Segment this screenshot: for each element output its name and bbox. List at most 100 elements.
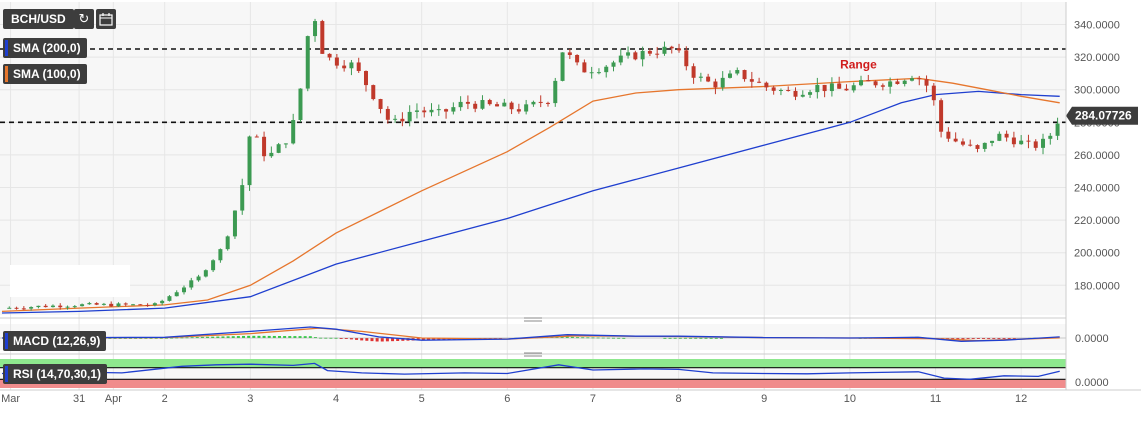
candle-body [982, 142, 987, 149]
symbol-label[interactable]: BCH/USD [3, 9, 74, 29]
candle [349, 59, 354, 76]
range-annotation: Range [840, 58, 877, 72]
macd-histogram-bar [956, 338, 960, 340]
macd-histogram-bar [1002, 338, 1006, 339]
candle-body [778, 90, 783, 92]
candle-body [87, 303, 92, 305]
candle [975, 144, 980, 153]
candle-body [793, 90, 798, 97]
candle [269, 146, 274, 158]
candle-body [567, 52, 572, 55]
rsi-legend[interactable]: RSI (14,70,30,1) [3, 364, 108, 384]
candle-body [684, 50, 689, 67]
candle [218, 248, 223, 263]
candle [495, 101, 500, 107]
candle-body [990, 140, 995, 143]
candle-body [531, 101, 536, 105]
candle [502, 98, 507, 107]
candle [451, 102, 456, 115]
candle [356, 57, 361, 73]
candle-body [975, 145, 980, 149]
candle-body [764, 82, 769, 88]
candle-body [1055, 123, 1060, 136]
macd-histogram-bar [283, 336, 287, 338]
macd-histogram-bar [349, 338, 353, 340]
candle-body [283, 143, 288, 145]
candle [1019, 135, 1024, 145]
candle [895, 78, 900, 85]
candle-body [305, 36, 310, 89]
refresh-button[interactable]: ↻ [74, 9, 94, 29]
pane-resize-handle[interactable] [524, 317, 542, 322]
candle-body [444, 109, 449, 112]
time-tick-label: 7 [590, 393, 596, 405]
sma200-swatch [5, 40, 8, 56]
candle [538, 95, 543, 108]
candle-body [138, 304, 143, 306]
candle [553, 77, 558, 107]
candle [334, 53, 339, 69]
candle-body [560, 52, 565, 81]
macd-histogram-bar [719, 337, 723, 339]
sma200-legend[interactable]: SMA (200,0) [3, 38, 87, 58]
candle-body [888, 81, 893, 87]
candle-body [524, 104, 529, 112]
candle [662, 41, 667, 56]
axes: Mar 31 Apr 2 3 4 5 6 7 8 9 10 11 12 340.0000 320.0000 30… [1, 20, 1138, 405]
candle-body [65, 306, 70, 308]
macd-label: MACD (12,26,9) [13, 334, 101, 348]
candle [232, 210, 237, 239]
candle-body [167, 296, 172, 301]
sma100-legend[interactable]: SMA (100,0) [3, 64, 87, 84]
candle [109, 301, 114, 308]
macd-histogram-bar [971, 338, 975, 339]
candle-body [655, 53, 660, 55]
macd-histogram-bar [365, 338, 369, 341]
candle-body [342, 65, 347, 69]
candle [633, 50, 638, 61]
candle [1004, 130, 1009, 142]
macd-legend[interactable]: MACD (12,26,9) [3, 331, 107, 351]
macd-histogram-bar [221, 336, 225, 338]
time-tick-label: 10 [844, 393, 856, 405]
macd-histogram-bar [370, 338, 374, 342]
calendar-button[interactable] [96, 9, 116, 29]
candle-body [771, 87, 776, 91]
macd-histogram-bar [267, 335, 271, 338]
candle [29, 306, 34, 311]
macd-histogram-bar [401, 338, 405, 341]
macd-histogram-bar [987, 338, 991, 339]
candle [342, 60, 347, 72]
macd-histogram-bar [437, 338, 441, 340]
candle [604, 65, 609, 78]
macd-histogram-bar [252, 335, 256, 338]
candle-body [72, 306, 77, 308]
macd-histogram-bar [565, 336, 569, 338]
candle [313, 18, 318, 42]
candle [582, 59, 587, 73]
macd-histogram-bar [576, 337, 580, 339]
macd-histogram-bar [622, 337, 626, 339]
candle-body [946, 131, 951, 139]
macd-histogram-bar [206, 336, 210, 338]
candle-body [626, 52, 631, 56]
pane-resize-handle[interactable] [524, 352, 542, 357]
candle [866, 74, 871, 82]
candle [465, 95, 470, 110]
candle-body [378, 99, 383, 109]
candle [793, 87, 798, 101]
candle [1011, 131, 1016, 148]
candle [611, 60, 616, 72]
candle [400, 112, 405, 127]
candle-body [327, 53, 332, 58]
candle [735, 67, 740, 76]
candle [982, 142, 987, 152]
candle [211, 259, 216, 272]
candle [58, 303, 63, 310]
candle [655, 46, 660, 59]
candle [72, 305, 77, 309]
candle [138, 304, 143, 306]
macd-swatch [5, 333, 8, 349]
